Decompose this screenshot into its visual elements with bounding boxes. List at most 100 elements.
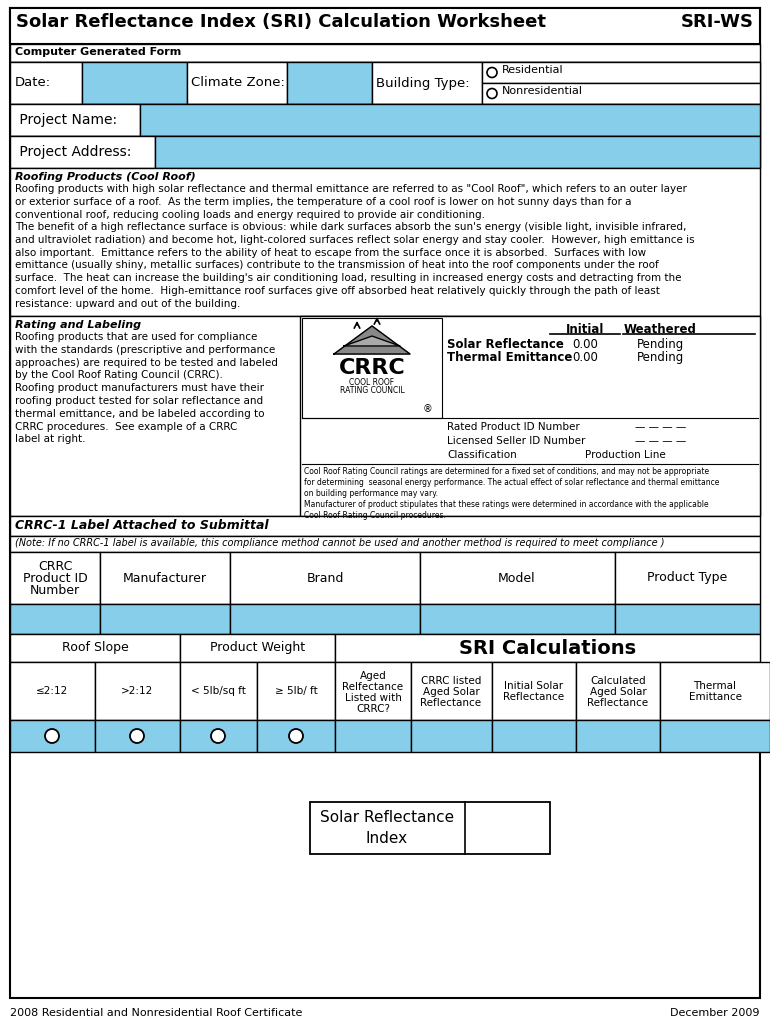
Text: Product Type: Product Type: [647, 571, 727, 585]
Bar: [95, 662, 180, 720]
Bar: [10, 316, 760, 516]
Text: Reflectance: Reflectance: [420, 698, 481, 708]
Text: SRI Calculations: SRI Calculations: [459, 639, 636, 657]
Bar: [230, 604, 420, 634]
Bar: [10, 662, 95, 720]
Text: RATING COUNCIL: RATING COUNCIL: [340, 386, 404, 395]
Bar: [372, 62, 482, 104]
Bar: [10, 604, 100, 634]
Text: Roofing Products (Cool Roof): Roofing Products (Cool Roof): [15, 172, 196, 182]
Bar: [615, 604, 760, 634]
Text: Project Name:: Project Name:: [15, 113, 117, 127]
Text: Manufacturer: Manufacturer: [123, 571, 207, 585]
Text: Weathered: Weathered: [624, 323, 696, 336]
Bar: [287, 62, 372, 104]
Bar: [411, 720, 492, 752]
Polygon shape: [334, 326, 410, 354]
Bar: [10, 104, 760, 136]
Bar: [420, 552, 615, 604]
Text: Nonresidential: Nonresidential: [502, 86, 583, 96]
Bar: [335, 720, 411, 752]
Text: CRRC?: CRRC?: [356, 705, 390, 714]
Bar: [95, 720, 180, 752]
Text: Cool Roof Rating Council ratings are determined for a fixed set of conditions, a: Cool Roof Rating Council ratings are det…: [304, 467, 719, 499]
Text: — — — —: — — — —: [635, 422, 686, 432]
Text: Reflectance: Reflectance: [588, 698, 648, 708]
Bar: [492, 662, 576, 720]
Text: Reflectance: Reflectance: [504, 692, 564, 702]
Text: CRRC: CRRC: [339, 358, 405, 378]
Bar: [10, 8, 760, 44]
Text: Thermal: Thermal: [694, 681, 736, 691]
Bar: [576, 662, 660, 720]
Text: Manufacturer of product stipulates that these ratings were determined in accorda: Manufacturer of product stipulates that …: [304, 500, 708, 520]
Text: December 2009: December 2009: [671, 1008, 760, 1018]
Bar: [257, 662, 335, 720]
Text: Number: Number: [30, 584, 80, 597]
Text: 0.00: 0.00: [572, 338, 598, 351]
Bar: [420, 604, 615, 634]
Text: Roof Slope: Roof Slope: [62, 641, 129, 654]
Bar: [257, 720, 335, 752]
Bar: [180, 720, 257, 752]
Circle shape: [130, 729, 144, 743]
Text: Date:: Date:: [15, 77, 51, 89]
Text: Emittance: Emittance: [688, 692, 742, 702]
Text: Rated Product ID Number: Rated Product ID Number: [447, 422, 580, 432]
Text: Initial: Initial: [566, 323, 604, 336]
Text: CRRC-1 Label Attached to Submittal: CRRC-1 Label Attached to Submittal: [15, 519, 269, 532]
Text: < 5lb/sq ft: < 5lb/sq ft: [190, 686, 246, 696]
Text: Pending: Pending: [636, 351, 684, 364]
Text: Solar Reflectance Index (SRI) Calculation Worksheet: Solar Reflectance Index (SRI) Calculatio…: [16, 13, 546, 31]
Bar: [492, 720, 576, 752]
Text: Building Type:: Building Type:: [376, 77, 470, 89]
Text: SRI-WS: SRI-WS: [681, 13, 754, 31]
Circle shape: [487, 68, 497, 78]
Circle shape: [289, 729, 303, 743]
Text: CRRC: CRRC: [38, 559, 72, 572]
Text: Model: Model: [498, 571, 536, 585]
Text: (Note: If no CRRC-1 label is available, this compliance method cannot be used an: (Note: If no CRRC-1 label is available, …: [15, 538, 665, 548]
Bar: [82, 62, 187, 104]
Bar: [10, 552, 100, 604]
Text: Solar Reflectance
Index: Solar Reflectance Index: [320, 810, 454, 846]
Bar: [302, 318, 442, 418]
Text: Production Line: Production Line: [585, 450, 666, 460]
Bar: [411, 662, 492, 720]
Bar: [660, 720, 770, 752]
Bar: [10, 136, 760, 168]
Bar: [180, 662, 257, 720]
Text: Aged Solar: Aged Solar: [423, 687, 480, 697]
Bar: [10, 44, 760, 62]
Text: Relfectance: Relfectance: [343, 682, 403, 692]
Bar: [180, 634, 335, 662]
Text: ®: ®: [424, 404, 433, 414]
Text: Aged: Aged: [360, 671, 387, 681]
Text: Solar Reflectance: Solar Reflectance: [447, 338, 564, 351]
Bar: [335, 634, 760, 662]
Bar: [576, 720, 660, 752]
Text: Thermal Emittance: Thermal Emittance: [447, 351, 572, 364]
Bar: [230, 552, 420, 604]
Bar: [335, 662, 411, 720]
Text: COOL ROOF: COOL ROOF: [350, 378, 394, 387]
Text: The benefit of a high reflectance surface is obvious: while dark surfaces absorb: The benefit of a high reflectance surfac…: [15, 222, 695, 309]
Bar: [482, 62, 760, 83]
Text: ≤2:12: ≤2:12: [36, 686, 68, 696]
Text: Roofing products that are used for compliance
with the standards (prescriptive a: Roofing products that are used for compl…: [15, 332, 278, 444]
Text: >2:12: >2:12: [121, 686, 153, 696]
Bar: [10, 634, 180, 662]
Text: ≥ 5lb/ ft: ≥ 5lb/ ft: [275, 686, 317, 696]
Text: 2008 Residential and Nonresidential Roof Certificate: 2008 Residential and Nonresidential Roof…: [10, 1008, 303, 1018]
Bar: [187, 62, 287, 104]
Text: Aged Solar: Aged Solar: [590, 687, 646, 697]
Circle shape: [487, 88, 497, 98]
Text: Product Weight: Product Weight: [210, 641, 305, 654]
Text: Licensed Seller ID Number: Licensed Seller ID Number: [447, 436, 585, 446]
Text: Calculated: Calculated: [590, 676, 646, 686]
Bar: [100, 552, 230, 604]
Text: Product ID: Product ID: [22, 571, 87, 585]
Text: 0.00: 0.00: [572, 351, 598, 364]
Bar: [615, 552, 760, 604]
Bar: [10, 136, 155, 168]
